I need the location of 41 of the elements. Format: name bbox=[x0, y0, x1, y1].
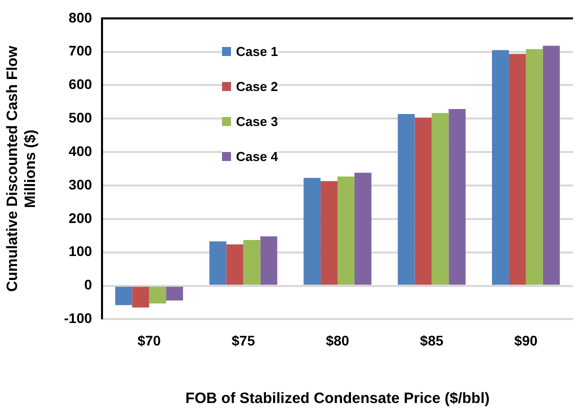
bar bbox=[149, 286, 166, 304]
bar bbox=[432, 112, 449, 285]
bar bbox=[526, 49, 543, 285]
bar bbox=[243, 240, 260, 285]
y-tick-label: 0 bbox=[84, 276, 92, 293]
bar bbox=[398, 114, 415, 285]
bar bbox=[492, 50, 509, 285]
x-tick-label: $90 bbox=[514, 332, 538, 348]
legend-label: Case 1 bbox=[236, 44, 278, 59]
y-tick-label: 800 bbox=[68, 9, 92, 26]
bar bbox=[115, 286, 132, 306]
bar bbox=[166, 286, 184, 300]
bar bbox=[132, 286, 150, 308]
bar bbox=[508, 54, 526, 285]
legend-label: Case 2 bbox=[236, 79, 278, 94]
y-tick-label: 400 bbox=[68, 142, 92, 159]
bar bbox=[542, 46, 560, 285]
bar bbox=[414, 118, 432, 285]
y-tick-label: 100 bbox=[68, 243, 92, 260]
y-tick-label: -100 bbox=[64, 310, 92, 326]
x-tick-label: $85 bbox=[420, 332, 444, 348]
x-tick-label: $70 bbox=[137, 332, 162, 348]
y-tick-label: 300 bbox=[68, 176, 92, 192]
bar bbox=[354, 172, 372, 285]
y-tick-label: 600 bbox=[68, 76, 92, 92]
y-tick-label: 200 bbox=[68, 210, 92, 226]
x-tick-label: $80 bbox=[326, 332, 350, 348]
bar bbox=[260, 236, 278, 285]
bar bbox=[209, 241, 226, 285]
bar bbox=[338, 176, 354, 285]
x-tick-label: $75 bbox=[232, 332, 256, 348]
y-tick-label: 500 bbox=[68, 110, 92, 126]
bar bbox=[304, 178, 321, 285]
y-axis-title: Cumulative Discounted Cash Flow Millions ($) bbox=[4, 46, 40, 292]
legend-label: Case 4 bbox=[236, 149, 278, 164]
bar bbox=[320, 181, 338, 285]
legend-label: Case 3 bbox=[236, 114, 278, 129]
bar bbox=[448, 108, 466, 285]
x-axis-title: FOB of Stabilized Condensate Price ($/bbl) bbox=[185, 390, 490, 408]
y-tick-label: 700 bbox=[68, 42, 92, 59]
bar bbox=[226, 244, 244, 285]
